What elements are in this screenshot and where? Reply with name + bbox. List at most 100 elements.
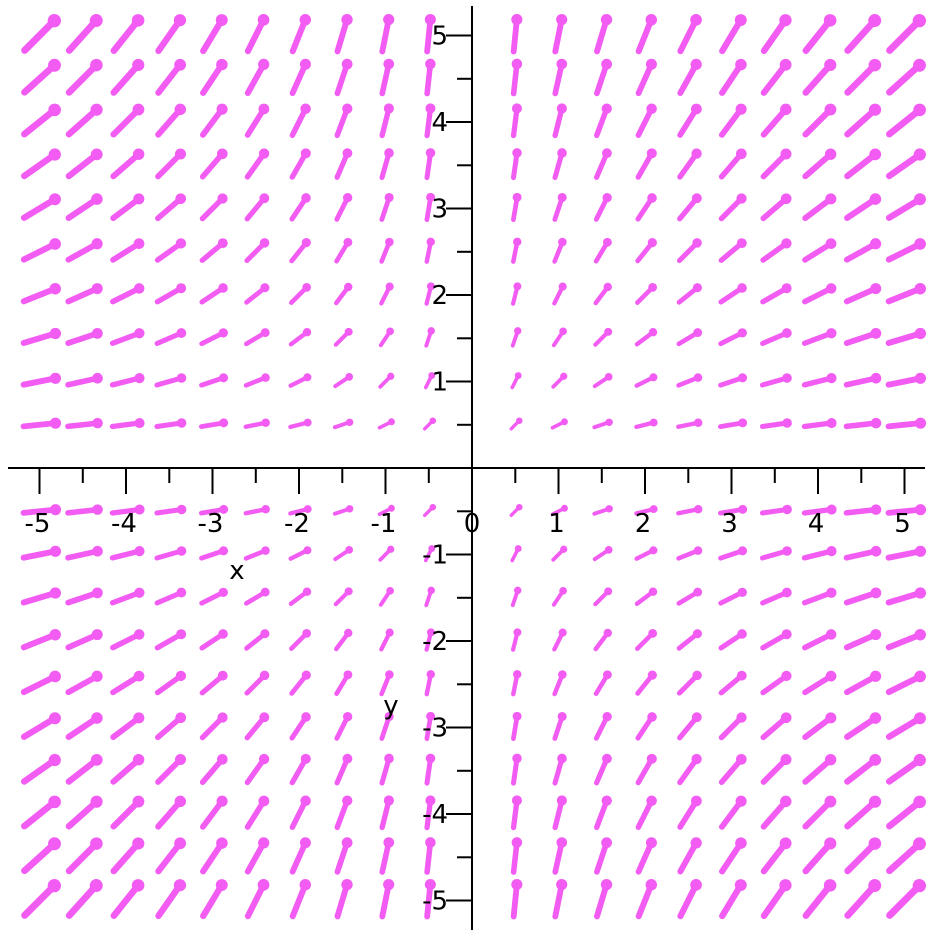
field-arrow: [199, 193, 228, 222]
arrow-head: [913, 837, 926, 851]
arrow-head: [132, 103, 145, 116]
arrow-head: [602, 712, 612, 722]
field-arrow: [677, 879, 702, 920]
arrow-head: [426, 670, 435, 679]
field-arrow: [379, 192, 394, 222]
field-arrow: [199, 328, 228, 347]
arrow-shaft: [110, 840, 142, 875]
arrow-head: [174, 103, 187, 116]
field-arrow: [635, 103, 657, 138]
field-arrow: [423, 545, 436, 563]
arrow-head: [259, 238, 270, 248]
arrow-head: [824, 795, 837, 808]
field-arrow: [510, 628, 522, 652]
field-arrow: [551, 587, 567, 607]
field-arrow: [843, 238, 882, 263]
field-arrow: [109, 328, 145, 346]
field-arrow: [155, 837, 187, 875]
arrow-head: [47, 879, 61, 893]
field-arrow: [592, 373, 613, 389]
arrow-head: [557, 753, 567, 764]
x-tick-label: -5: [25, 509, 51, 539]
arrow-head: [870, 545, 882, 557]
arrow-shaft: [110, 882, 142, 919]
arrow-head: [512, 753, 522, 764]
arrow-head: [175, 712, 187, 724]
field-arrow: [334, 58, 353, 97]
field-arrow: [718, 373, 748, 388]
field-arrow: [65, 327, 103, 346]
field-arrow: [155, 103, 187, 138]
arrow-head: [557, 148, 567, 158]
field-arrow: [760, 238, 792, 263]
field-arrow: [844, 837, 882, 875]
field-arrow: [289, 753, 311, 786]
field-arrow: [801, 546, 837, 561]
field-arrow: [289, 628, 312, 651]
arrow-head: [302, 282, 312, 292]
arrow-head: [299, 58, 311, 70]
arrow-head: [426, 711, 436, 721]
field-arrow: [65, 670, 103, 696]
field-arrow: [424, 628, 435, 652]
field-arrow: [244, 753, 270, 786]
arrow-head: [49, 670, 61, 683]
field-arrow: [155, 795, 187, 830]
field-arrow: [378, 372, 395, 389]
arrow-head: [342, 795, 353, 806]
arrow-head: [176, 328, 187, 338]
field-arrow: [843, 283, 882, 305]
field-arrow: [334, 837, 353, 875]
arrow-head: [781, 670, 792, 682]
arrow-head: [425, 795, 436, 806]
field-arrow: [676, 373, 703, 388]
field-arrow: [593, 587, 613, 607]
field-arrow: [719, 879, 747, 920]
field-arrow: [65, 238, 103, 263]
arrow-head: [869, 753, 882, 766]
field-arrow: [377, 504, 395, 517]
arrow-head: [782, 418, 792, 428]
field-arrow: [635, 238, 657, 264]
field-arrow: [199, 629, 228, 651]
field-arrow: [552, 237, 567, 264]
arrow-head: [385, 237, 394, 247]
field-arrow: [510, 13, 523, 55]
arrow-head: [603, 628, 612, 638]
arrow-head: [826, 373, 837, 384]
field-arrow: [65, 417, 103, 430]
arrow-head: [345, 505, 354, 513]
arrow-shaft: [65, 882, 100, 919]
arrow-shaft: [844, 106, 879, 138]
field-arrow: [552, 753, 567, 786]
arrow-head: [693, 373, 703, 382]
arrow-head: [781, 238, 792, 249]
field-arrow: [244, 879, 270, 920]
field-arrow: [110, 753, 145, 785]
field-arrow: [759, 418, 792, 430]
arrow-head: [870, 372, 882, 384]
arrow-shaft: [719, 881, 744, 920]
field-arrow: [550, 418, 568, 430]
field-arrow: [110, 879, 145, 919]
field-arrow: [511, 711, 522, 742]
field-arrow: [155, 754, 187, 785]
field-arrow: [243, 546, 270, 561]
arrow-shaft: [155, 881, 184, 920]
arrow-shaft: [844, 882, 879, 919]
field-arrow: [717, 418, 748, 429]
field-arrow: [552, 795, 567, 831]
arrow-head: [782, 504, 792, 515]
arrow-head: [386, 587, 394, 595]
field-arrow: [718, 193, 747, 222]
field-arrow: [593, 670, 612, 697]
arrow-head: [91, 629, 103, 641]
arrow-head: [734, 14, 747, 27]
arrow-head: [868, 837, 882, 850]
arrow-head: [824, 103, 837, 116]
arrow-head: [216, 795, 228, 807]
field-arrow: [886, 837, 926, 875]
arrow-head: [648, 328, 658, 337]
arrow-head: [216, 103, 228, 115]
arrow-head: [647, 238, 657, 248]
